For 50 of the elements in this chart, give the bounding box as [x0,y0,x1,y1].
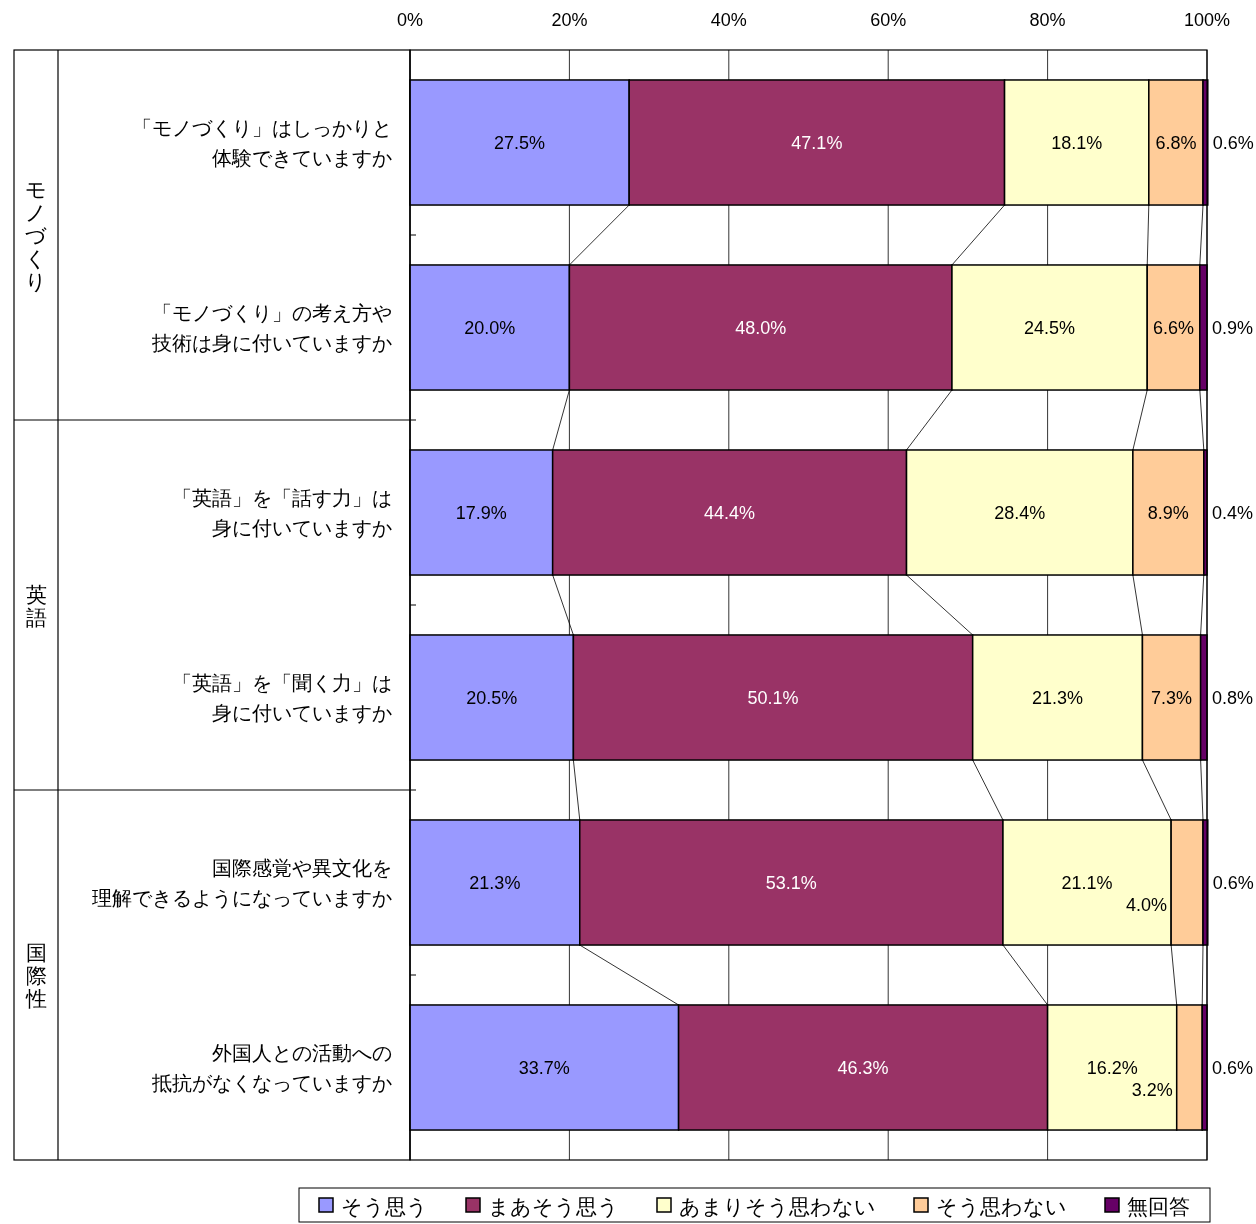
data-label: 17.9% [455,502,507,523]
legend-label: あまりそう思わない [679,1194,876,1218]
y-tick-label: 「英語」を「話す力」は身に付いていますか [172,486,392,539]
legend-label: まあそう思う [488,1194,619,1218]
x-tick-label: 0% [396,10,424,30]
data-label: 44.4% [704,502,756,523]
data-label: 50.1% [747,687,799,708]
text: 国際性 [24,940,47,1010]
data-label: 20.0% [464,317,516,338]
data-label: 0.9% [1212,317,1254,338]
data-label: 53.1% [765,872,817,893]
data-label: 46.3% [837,1057,889,1078]
data-label: 21.3% [469,872,521,893]
data-label: 48.0% [735,317,787,338]
data-label: 0.4% [1212,502,1254,523]
legend-label: そう思う [341,1194,428,1218]
text: 英語 [25,582,47,628]
data-label: 0.8% [1212,687,1254,708]
data-label: 0.6% [1212,1057,1254,1078]
data-label: 7.3% [1151,687,1193,708]
data-label: 8.9% [1147,502,1189,523]
y-tick-label: 「英語」を「聞く力」は身に付いていますか [172,671,392,724]
data-label: 47.1% [791,132,843,153]
data-label: 24.5% [1024,317,1076,338]
x-tick-label: 20% [551,10,588,30]
text: モノづくり [25,177,47,293]
data-label: 21.1% [1061,872,1113,893]
y-tick-label: 国際感覚や異文化を理解できるようになっていますか [92,856,392,909]
data-label: 0.6% [1212,872,1254,893]
data-label: 27.5% [494,132,546,153]
legend-label: そう思わない [936,1194,1067,1218]
data-label: 4.0% [1126,894,1168,915]
y-tick-label: 外国人との活動への抵抗がなくなっていますか [151,1041,392,1094]
data-label: 6.6% [1153,317,1195,338]
x-tick-label: 60% [870,10,907,30]
data-label: 21.3% [1032,687,1084,708]
x-tick-label: 40% [710,10,747,30]
x-tick-label: 80% [1029,10,1066,30]
data-label: 0.6% [1212,132,1254,153]
y-tick-label: 「モノづくり」はしっかりと体験できていますか [132,116,392,169]
data-label: 3.2% [1131,1079,1173,1100]
y-tick-label: 「モノづくり」の考え方や技術は身に付いていますか [151,301,392,354]
data-label: 33.7% [518,1057,570,1078]
data-label: 20.5% [466,687,518,708]
x-tick-label: 100% [1183,10,1231,30]
data-label: 18.1% [1051,132,1103,153]
data-label: 6.8% [1155,132,1197,153]
data-label: 28.4% [994,502,1046,523]
data-label: 16.2% [1086,1057,1138,1078]
legend-label: 無回答 [1127,1194,1190,1218]
